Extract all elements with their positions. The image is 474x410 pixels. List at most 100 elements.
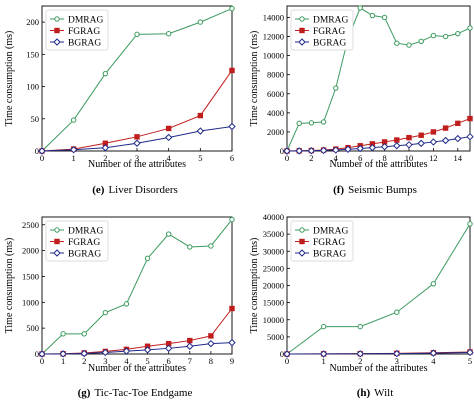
data-point-bgrag [441, 136, 450, 145]
data-point-bgrag [38, 147, 46, 155]
y-tick-label: 2500 [22, 220, 39, 230]
legend-marker [299, 16, 305, 22]
x-tick-label: 4 [431, 356, 436, 366]
data-point-dmrag [333, 85, 339, 91]
x-tick-label: 8 [209, 356, 213, 366]
y-tick-label: 10000 [263, 51, 284, 61]
panel-caption: (g) Tic-Tac-Toe Endgame [78, 387, 193, 399]
y-tick-label: 14000 [263, 12, 284, 22]
data-point-dmrag [320, 323, 327, 330]
data-point-bgrag [80, 349, 88, 358]
legend-box [290, 220, 354, 262]
x-tick-label: 5 [145, 356, 149, 366]
data-point-dmrag [102, 309, 109, 316]
x-tick-label: 8 [382, 153, 386, 163]
data-point-bgrag [344, 145, 352, 153]
data-point-bgrag [393, 142, 401, 150]
x-axis-label: Number of the attributes [88, 363, 186, 374]
y-tick-label: 1000 [22, 297, 39, 307]
x-tick-label: 14 [454, 153, 463, 163]
data-point-bgrag [69, 146, 78, 154]
chart-panel-0: 0 1 2 3 4 5 6 0 50 100 150 200 Number of the attribu… [4, 5, 236, 196]
data-point-dmrag [229, 216, 235, 223]
y-tick-label: 1500 [22, 271, 39, 281]
series-line-bgrag [286, 351, 471, 355]
y-tick-label: 2000 [267, 127, 284, 137]
x-tick-label: 5 [468, 356, 472, 366]
data-point-dmrag [357, 5, 363, 11]
y-axis-label: Time consumption (ms) [249, 31, 260, 127]
y-tick-label: 15000 [263, 298, 284, 308]
series-line-fgrag [41, 308, 233, 355]
caption-label: (e) [92, 184, 105, 196]
x-tick-label: 6 [167, 356, 171, 366]
y-tick-label: 100 [26, 82, 39, 92]
y-tick-label: 0 [280, 349, 284, 359]
series-line-fgrag [286, 118, 471, 152]
data-point-dmrag [229, 5, 235, 12]
legend-marker [53, 38, 61, 46]
y-tick-label: 500 [26, 323, 39, 333]
x-tick-label: 2 [358, 356, 362, 366]
y-tick-label: 10000 [263, 315, 284, 325]
data-point-bgrag [356, 350, 364, 358]
data-point-fgrag [208, 333, 214, 339]
data-point-fgrag [467, 115, 473, 122]
y-tick-label: 12000 [263, 32, 284, 42]
panel-caption: (h) Wilt [357, 387, 394, 399]
data-point-dmrag [208, 243, 214, 249]
x-tick-label: 1 [321, 356, 325, 366]
x-tick-label: 12 [429, 153, 438, 163]
caption-text: Tic-Tac-Toe Endgame [94, 387, 192, 399]
data-point-dmrag [442, 33, 449, 40]
x-tick-label: 3 [103, 356, 107, 366]
legend-entry: BGRAG [313, 39, 346, 49]
data-point-bgrag [186, 342, 194, 350]
y-tick-label: 35000 [263, 229, 284, 239]
data-point-dmrag [123, 301, 130, 307]
data-point-dmrag [394, 40, 400, 46]
data-point-dmrag [418, 38, 424, 44]
data-point-bgrag [466, 348, 474, 357]
y-tick-label: 8000 [267, 70, 284, 80]
data-point-bgrag [228, 338, 236, 347]
caption-label: (g) [78, 387, 91, 399]
legend-entry: FGRAG [68, 238, 100, 248]
y-tick-label: 5000 [267, 332, 284, 342]
data-point-dmrag [165, 31, 172, 37]
data-point-bgrag [466, 132, 474, 141]
data-point-dmrag [406, 42, 412, 48]
legend-box [45, 220, 109, 262]
data-point-dmrag [381, 14, 388, 21]
plot-frame [286, 5, 471, 152]
x-tick-label: 4 [124, 356, 129, 366]
y-tick-label: 0 [35, 146, 39, 156]
y-tick-label: 150 [26, 49, 39, 59]
x-axis-label: Number of the attributes [88, 159, 186, 170]
legend-marker [299, 227, 305, 233]
data-point-bgrag [319, 350, 328, 358]
data-point-bgrag [307, 147, 316, 155]
caption-label: (f) [333, 184, 344, 196]
data-point-dmrag [187, 244, 193, 250]
legend-marker [54, 16, 60, 22]
data-point-bgrag [405, 141, 413, 149]
chart-panel-3: 0 1 2 3 4 5 0 5000 10000 15000 20000 25000 30000 3500… [249, 212, 474, 399]
caption-text: Seismic Bumps [348, 184, 417, 196]
data-point-dmrag [165, 231, 172, 237]
x-tick-label: 9 [230, 356, 234, 366]
data-point-bgrag [164, 344, 173, 353]
data-point-bgrag [393, 349, 401, 358]
x-axis-label: Number of the attributes [329, 159, 427, 170]
data-point-fgrag [197, 112, 204, 119]
data-point-dmrag [81, 331, 87, 337]
x-tick-label: 0 [285, 356, 289, 366]
caption-label: (h) [357, 387, 371, 399]
data-point-fgrag [229, 67, 235, 74]
data-point-bgrag [380, 143, 389, 151]
x-tick-label: 5 [198, 153, 202, 163]
data-point-bgrag [454, 134, 462, 143]
